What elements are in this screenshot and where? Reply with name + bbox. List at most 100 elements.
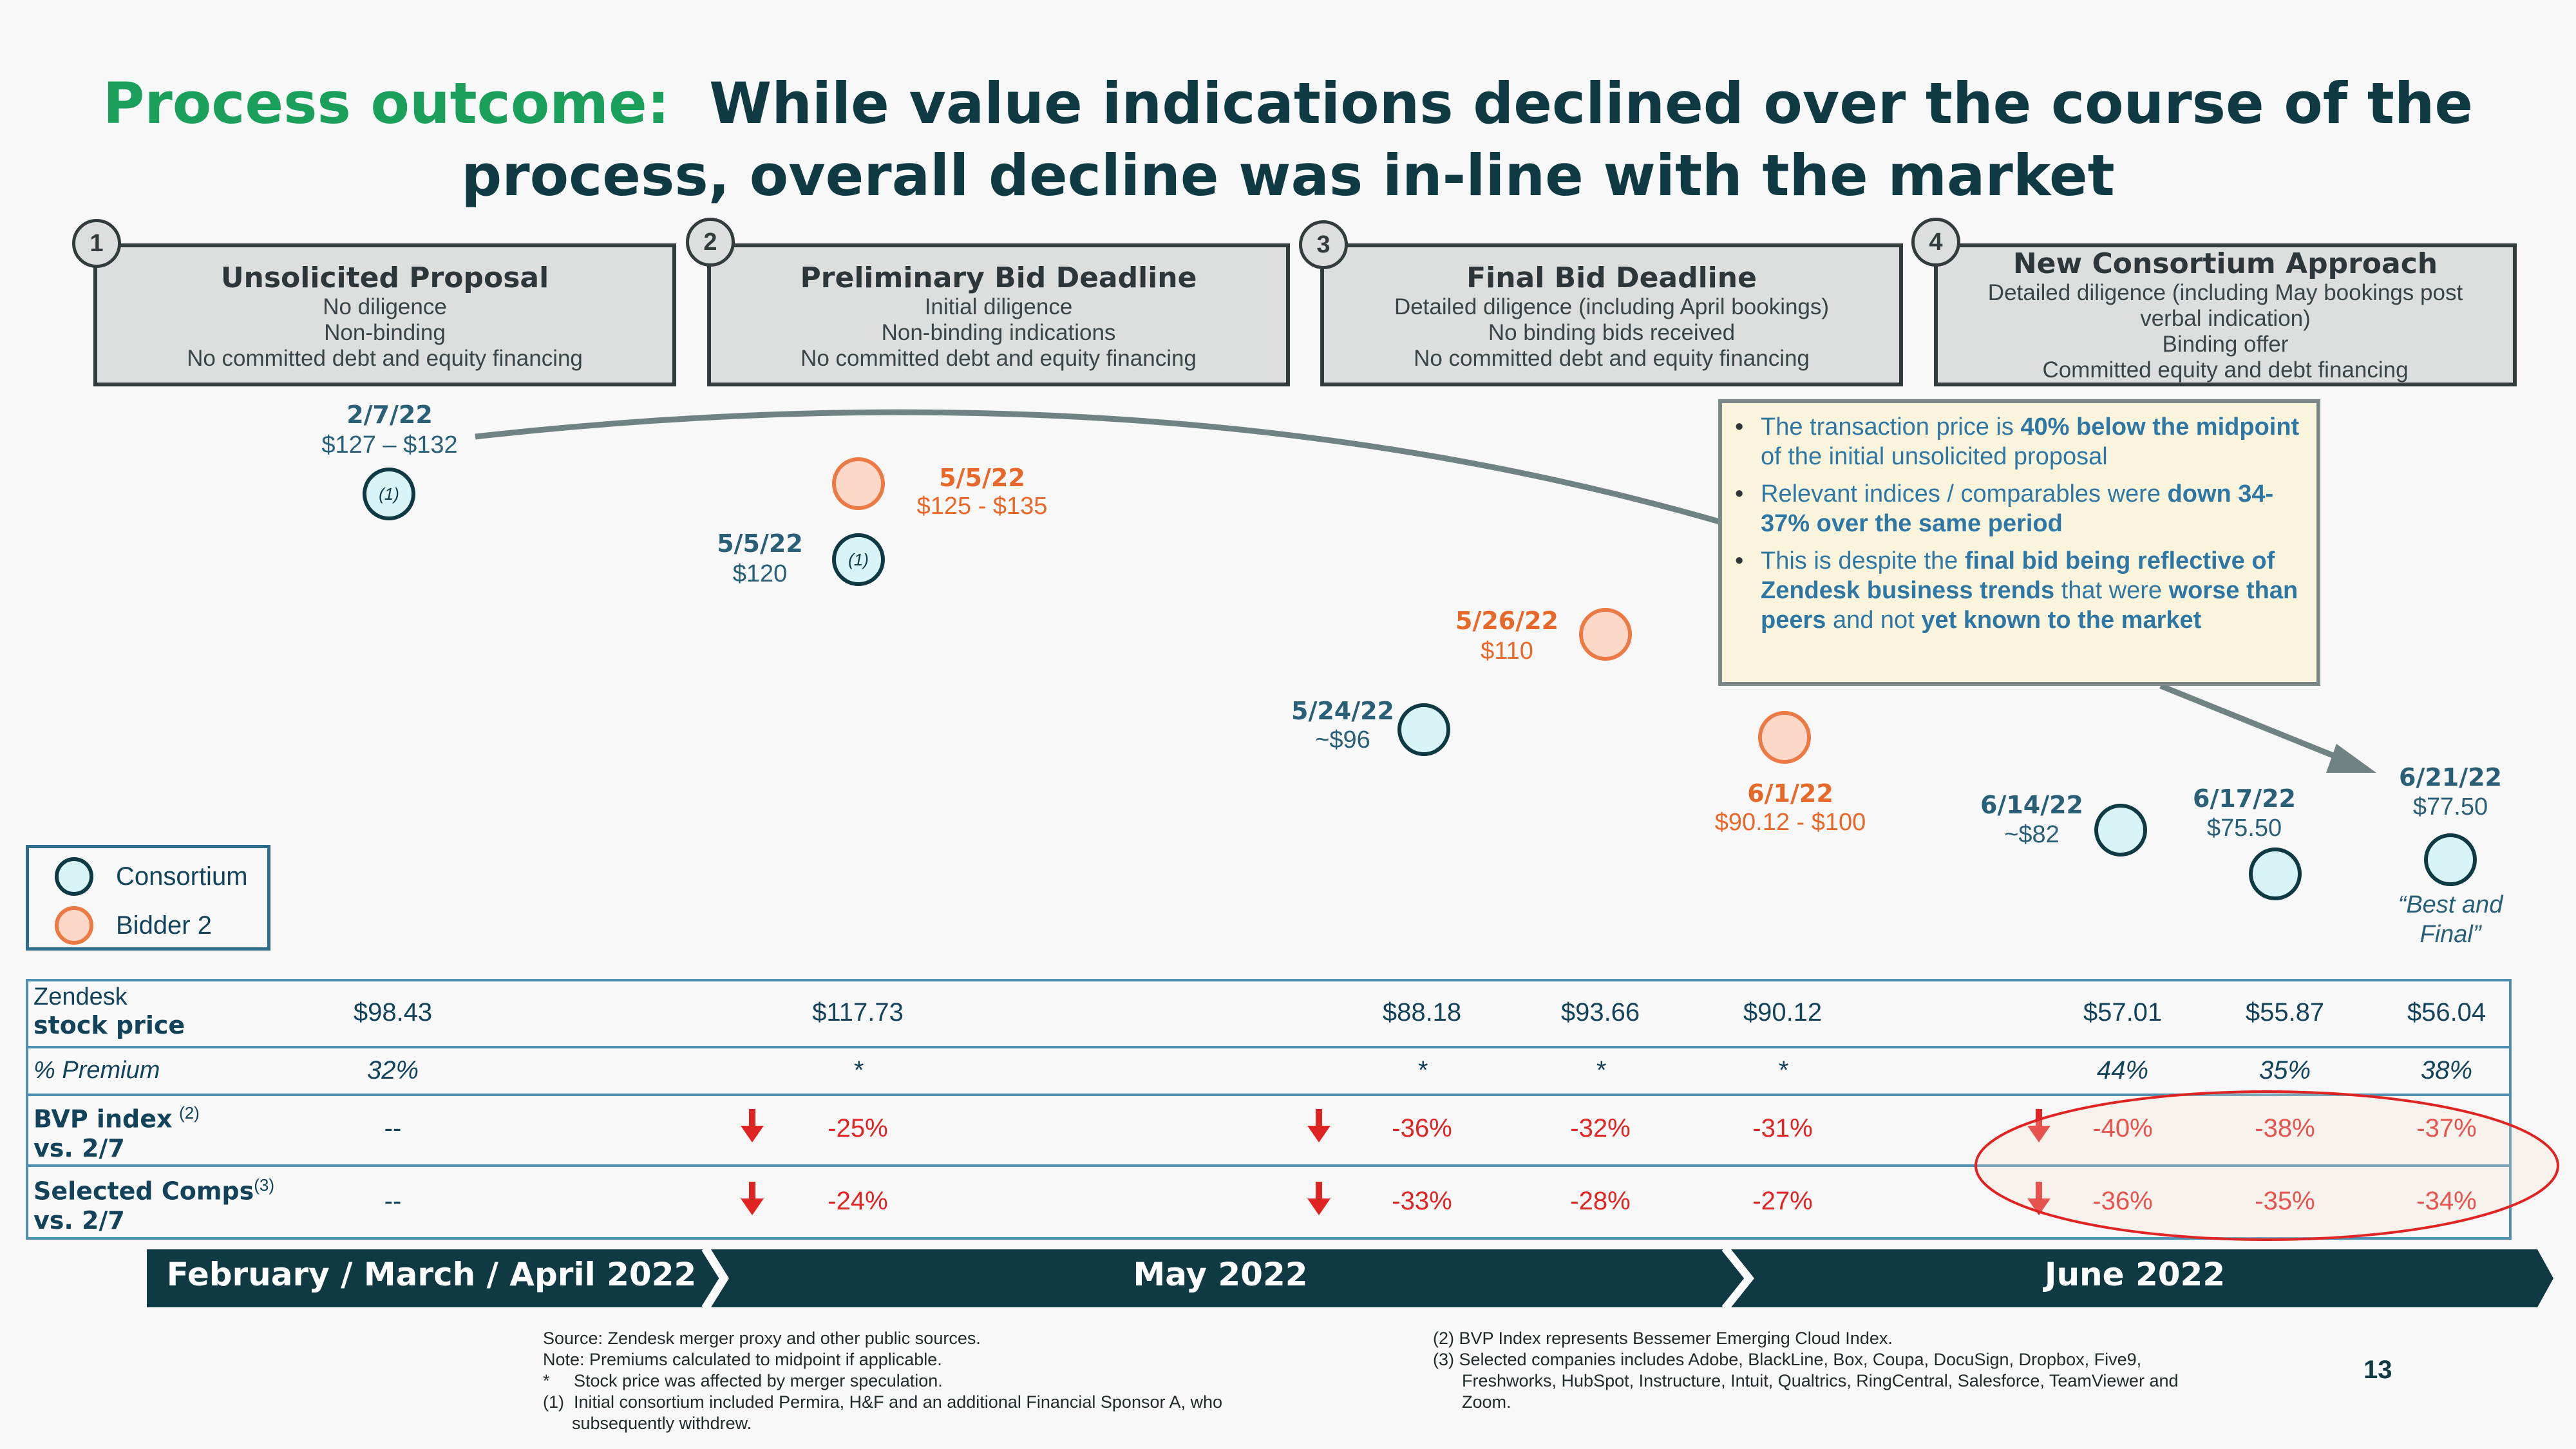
comps-cell: -28% — [1570, 1187, 1631, 1215]
bvp-cell: -38% — [2201, 1114, 2369, 1143]
stage-number-2: 2 — [686, 218, 735, 267]
stage-line: Committed equity and debt financing — [2042, 357, 2409, 383]
stage-line: No diligence — [323, 294, 447, 319]
point-price: $75.50 — [2206, 815, 2282, 842]
stage-box-4: New Consortium Approach Detailed diligen… — [1934, 243, 2517, 386]
stock-price-cell: $55.87 — [2245, 998, 2325, 1027]
source-notes-right: (2) BVP Index represents Bessemer Emergi… — [1433, 1329, 2179, 1412]
point-date: 6/21/22 — [2399, 763, 2502, 791]
premium-cell: * — [853, 1056, 863, 1084]
legend-consortium-label: Consortium — [116, 862, 248, 891]
stage-line: Binding offer — [2162, 332, 2289, 357]
comps-cell: -36% — [2039, 1187, 2206, 1216]
callout-bullet-3: This is despite the final bid being refl… — [1735, 546, 2305, 635]
consortium-marker — [2249, 848, 2302, 900]
bidder2-marker — [1579, 608, 1632, 661]
stage-box-3: Final Bid Deadline Detailed diligence (i… — [1320, 243, 1903, 386]
page-number: 13 — [2363, 1356, 2392, 1384]
row-header-stock: Zendesk stock price — [33, 983, 185, 1039]
trend-arrowhead — [2326, 744, 2376, 773]
legend: Consortium Bidder 2 — [26, 845, 270, 951]
callout-bullet-2: Relevant indices / comparables were down… — [1735, 479, 2305, 538]
stage-title: Final Bid Deadline — [1466, 261, 1757, 294]
premium-cell: 35% — [2259, 1056, 2311, 1084]
stage-number-3: 3 — [1299, 220, 1348, 269]
page-title: Process outcome: While value indications… — [0, 68, 2576, 212]
stage-line: Non-binding indications — [881, 320, 1116, 345]
point-date: 5/26/22 — [1455, 607, 1558, 635]
stage-number-1: 1 — [72, 219, 121, 268]
consortium-marker — [1397, 703, 1450, 756]
point-date: 6/1/22 — [1747, 779, 1833, 808]
point-price: $127 – $132 — [321, 431, 458, 459]
bidder2-marker — [1758, 711, 1811, 764]
callout-box: The transaction price is 40% below the m… — [1718, 399, 2320, 686]
down-arrow-icon — [1307, 1182, 1331, 1215]
callout-bullet-1: The transaction price is 40% below the m… — [1735, 412, 2305, 471]
stock-price-cell: $98.43 — [353, 998, 433, 1027]
table-divider — [26, 1164, 2512, 1167]
stage-title: Preliminary Bid Deadline — [800, 261, 1197, 294]
bvp-cell: -37% — [2363, 1114, 2530, 1143]
timeline-label-june: June 2022 — [2044, 1256, 2226, 1293]
point-date: 5/5/22 — [717, 529, 803, 558]
stock-price-cell: $56.04 — [2407, 998, 2486, 1027]
row-header-premium: % Premium — [33, 1057, 160, 1084]
stage-title: Unsolicited Proposal — [220, 261, 549, 294]
comps-cell: -35% — [2201, 1187, 2369, 1216]
premium-cell: * — [1595, 1056, 1605, 1084]
premium-cell: * — [1777, 1056, 1788, 1084]
stage-line: Non-binding — [324, 320, 446, 345]
point-price: $125 - $135 — [916, 493, 1048, 520]
comps-cell: -33% — [1392, 1187, 1452, 1215]
point-date: 6/17/22 — [2193, 784, 2296, 813]
table-divider — [26, 1046, 2512, 1048]
title-line-2: process, overall decline was in-line wit… — [461, 142, 2115, 209]
timeline-label-feb-apr: February / March / April 2022 — [166, 1256, 697, 1293]
stock-price-cell: $88.18 — [1382, 998, 1462, 1027]
stage-number-4: 4 — [1911, 218, 1960, 267]
consortium-legend-icon — [55, 857, 93, 896]
comps-cell: -34% — [2363, 1187, 2530, 1216]
bidder2-legend-icon — [55, 906, 93, 945]
point-price: $90.12 - $100 — [1714, 809, 1866, 836]
point-price: ~$82 — [2004, 821, 2060, 848]
bvp-cell: -31% — [1752, 1114, 1813, 1142]
comps-cell: -24% — [828, 1187, 888, 1215]
timeline-bar — [147, 1248, 2553, 1309]
stock-price-cell: $57.01 — [2083, 998, 2163, 1027]
bvp-cell: -36% — [1392, 1114, 1452, 1142]
timeline-segment-2 — [711, 1249, 1747, 1307]
title-line-1: While value indications declined over th… — [709, 70, 2474, 137]
stage-line: Initial diligence — [924, 294, 1073, 319]
row-header-comps: Selected Comps(3) vs. 2/7 — [33, 1175, 275, 1235]
point-price: $77.50 — [2412, 793, 2488, 820]
row-header-bvp: BVP index (2) vs. 2/7 — [33, 1103, 200, 1162]
point-date: 5/24/22 — [1291, 697, 1394, 725]
stage-line: No binding bids received — [1488, 320, 1736, 345]
premium-cell: 38% — [2420, 1056, 2473, 1084]
timeline-segment-3 — [1731, 1249, 2553, 1307]
highlight-ellipse — [1975, 1090, 2559, 1241]
point-date: 2/7/22 — [346, 401, 433, 429]
stage-line: verbal indication) — [2140, 306, 2311, 331]
highlight-oval — [1975, 1090, 2559, 1241]
stock-price-cell: $93.66 — [1560, 998, 1640, 1027]
stock-price-cell: $117.73 — [812, 998, 904, 1027]
point-date: 6/14/22 — [1980, 791, 2083, 819]
title-highlight: Process outcome: — [102, 70, 670, 137]
consortium-marker: (1) — [832, 533, 885, 586]
stage-line: No committed debt and equity financing — [800, 346, 1197, 371]
comps-cell: -- — [384, 1187, 402, 1215]
stage-line: Detailed diligence (including April book… — [1394, 294, 1830, 319]
bidder2-marker — [832, 457, 885, 510]
point-footnote: (1) — [848, 550, 869, 569]
stage-line: Detailed diligence (including May bookin… — [1987, 280, 2463, 305]
stage-title: New Consortium Approach — [2012, 247, 2438, 280]
point-footnote: (1) — [379, 484, 399, 504]
premium-cell: 32% — [366, 1056, 419, 1084]
legend-bidder2-label: Bidder 2 — [116, 911, 212, 940]
point-price: $110 — [1481, 638, 1533, 665]
comps-cell: -27% — [1752, 1187, 1813, 1215]
